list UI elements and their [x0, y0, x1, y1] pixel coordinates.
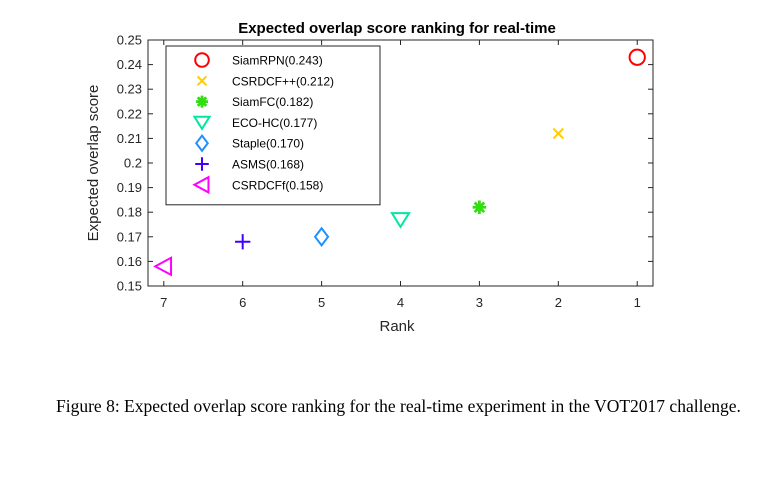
- diamond-marker: [194, 133, 210, 153]
- data-point: [235, 234, 251, 250]
- x-axis-label: Rank: [379, 318, 415, 335]
- y-axis-label: Expected overlap score: [85, 85, 102, 242]
- y-tick-label: 0.2: [124, 156, 142, 171]
- x-tick-label: 2: [555, 295, 562, 310]
- legend-marker: [196, 95, 208, 108]
- legend-box: [165, 45, 381, 206]
- legend-marker: [195, 157, 209, 171]
- x-tick-label: 1: [634, 295, 641, 310]
- legend-entry: ASMS(0.168): [232, 158, 304, 172]
- data-point: [472, 200, 487, 215]
- x-marker: [552, 127, 564, 140]
- triangle-left-marker: [153, 256, 173, 277]
- asterisk-marker: [472, 200, 487, 215]
- y-tick-label: 0.21: [117, 131, 142, 146]
- y-tick-label: 0.17: [117, 229, 142, 244]
- plus-marker: [235, 234, 251, 250]
- data-point: [153, 256, 173, 277]
- y-tick-label: 0.19: [117, 180, 142, 195]
- y-tick-label: 0.24: [117, 57, 142, 72]
- data-point: [390, 212, 411, 229]
- x-tick-label: 4: [397, 295, 404, 310]
- legend-marker: [196, 75, 208, 86]
- plus-marker: [195, 157, 209, 171]
- legend-entry: SiamFC(0.182): [232, 95, 313, 109]
- legend-entry: SiamRPN(0.243): [232, 54, 323, 68]
- triangle-down-marker: [390, 212, 411, 229]
- data-point: [552, 127, 564, 140]
- y-tick-label: 0.16: [117, 254, 142, 269]
- legend-entry: ECO-HC(0.177): [232, 116, 317, 130]
- data-point: [313, 226, 330, 248]
- legend-marker: [194, 133, 210, 153]
- y-tick-label: 0.23: [117, 82, 142, 97]
- x-tick-label: 3: [476, 295, 483, 310]
- triangle-down-marker: [192, 115, 212, 131]
- legend-entry: Staple(0.170): [232, 137, 304, 151]
- legend: SiamRPN(0.243) CSRDCF++(0.212) SiamFC(0.18…: [165, 45, 381, 206]
- figure: Expected overlap score ranking for real-…: [85, 20, 654, 335]
- y-tick-label: 0.22: [117, 106, 142, 121]
- y-tick-label: 0.15: [117, 279, 142, 294]
- legend-marker: [192, 175, 210, 195]
- legend-entry: CSRDCFf(0.158): [232, 178, 323, 192]
- x-marker: [196, 75, 208, 86]
- figure-caption: Figure 8: Expected overlap score ranking…: [56, 396, 741, 416]
- legend-marker: [192, 115, 212, 131]
- chart-title: Expected overlap score ranking for real-…: [238, 20, 556, 37]
- data-point: [628, 48, 646, 66]
- x-tick-label: 7: [160, 295, 167, 310]
- data-points: [153, 48, 646, 277]
- triangle-left-marker: [192, 175, 210, 195]
- circle-marker: [194, 52, 210, 68]
- diamond-marker: [313, 226, 330, 248]
- ticks: 0.15 0.16 0.17 0.18 0.19 0.2 0.21 0.22 0.23 0.24 0…: [117, 33, 653, 310]
- legend-entry: CSRDCF++(0.212): [232, 74, 334, 88]
- circle-marker: [628, 48, 646, 66]
- chart: Expected overlap score ranking for real-…: [85, 20, 654, 335]
- legend-marker: [194, 52, 210, 68]
- x-tick-label: 6: [239, 295, 246, 310]
- y-tick-label: 0.25: [117, 33, 142, 48]
- x-tick-label: 5: [318, 295, 325, 310]
- y-tick-label: 0.18: [117, 205, 142, 220]
- asterisk-marker: [196, 95, 208, 108]
